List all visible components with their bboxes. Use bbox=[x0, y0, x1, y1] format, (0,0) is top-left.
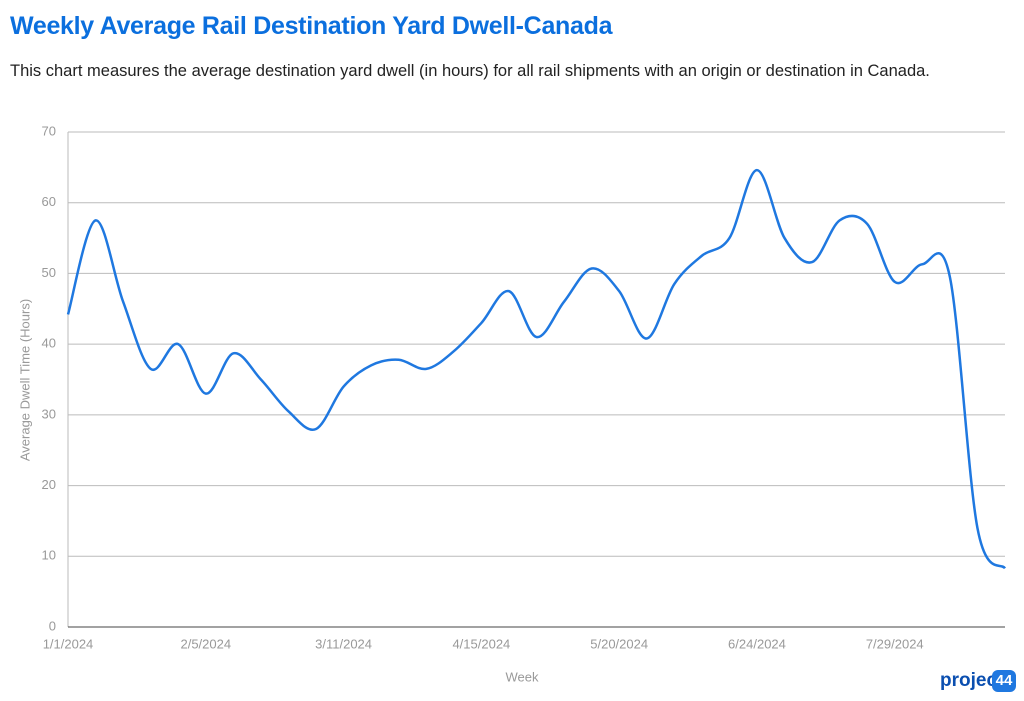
y-tick-label: 60 bbox=[42, 194, 56, 209]
y-tick-label: 50 bbox=[42, 265, 56, 280]
chart-subtitle: This chart measures the average destinat… bbox=[10, 62, 930, 80]
chart-title: Weekly Average Rail Destination Yard Dwe… bbox=[10, 12, 613, 40]
x-tick-label: 3/11/2024 bbox=[315, 636, 372, 651]
x-tick-label: 4/15/2024 bbox=[452, 636, 510, 651]
y-tick-label: 30 bbox=[42, 406, 56, 421]
logo-text: project bbox=[940, 670, 1004, 691]
logo: project 44 bbox=[940, 670, 1016, 692]
y-axis-label: Average Dwell Time (Hours) bbox=[17, 299, 32, 461]
y-tick-label: 0 bbox=[49, 618, 56, 633]
x-tick-label: 6/24/2024 bbox=[728, 636, 786, 651]
y-tick-label: 10 bbox=[42, 548, 56, 563]
y-tick-label: 40 bbox=[42, 336, 56, 351]
y-tick-label: 70 bbox=[42, 123, 56, 138]
line-series bbox=[66, 168, 1007, 570]
logo-badge bbox=[992, 670, 1016, 692]
x-tick-label: 7/29/2024 bbox=[866, 636, 924, 651]
y-tick-label: 20 bbox=[42, 477, 56, 492]
x-tick-label: 5/20/2024 bbox=[590, 636, 648, 651]
x-axis-label: Week bbox=[506, 669, 539, 684]
x-tick-label: 1/1/2024 bbox=[43, 636, 94, 651]
x-tick-label: 2/5/2024 bbox=[180, 636, 231, 651]
logo-badge-text: 44 bbox=[996, 672, 1013, 689]
